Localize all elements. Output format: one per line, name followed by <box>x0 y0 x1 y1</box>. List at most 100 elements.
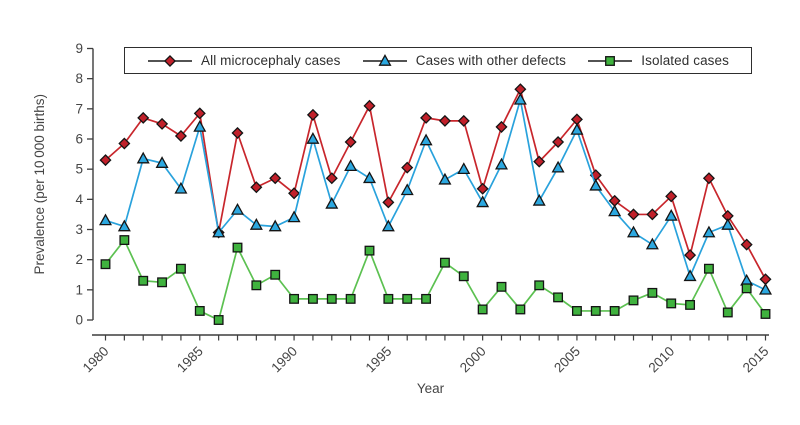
data-point-marker <box>665 190 678 203</box>
data-point-marker <box>175 263 186 274</box>
data-point-marker <box>570 123 584 135</box>
data-point-marker <box>589 178 603 191</box>
legend-marker <box>163 54 177 67</box>
data-point-marker <box>684 249 697 262</box>
data-point-marker <box>231 126 244 139</box>
legend-item-isolated-cases: Isolated cases <box>587 53 729 68</box>
data-point-marker <box>515 304 526 315</box>
data-point-marker <box>514 83 527 96</box>
data-point-marker <box>477 304 488 315</box>
data-point-marker <box>646 208 659 221</box>
data-point-marker <box>666 298 677 309</box>
data-point-marker <box>590 305 601 316</box>
data-point-marker <box>136 151 150 164</box>
data-point-marker <box>381 219 395 232</box>
data-point-marker <box>664 208 678 221</box>
data-point-marker <box>532 193 546 206</box>
x-axis: 1980 1985 1990 1995 2000 2005 2010 2015 Year <box>80 334 772 396</box>
y-tick-label: 8 <box>75 71 83 86</box>
x-tick-label: 2005 <box>551 344 583 376</box>
data-point-marker <box>702 172 715 185</box>
data-point-marker <box>421 293 432 304</box>
x-tick-label: 1995 <box>363 344 395 376</box>
data-point-marker <box>250 181 263 194</box>
data-point-marker <box>457 162 471 175</box>
data-point-marker <box>553 292 564 303</box>
data-point-marker <box>325 196 339 209</box>
y-tick-label: 5 <box>75 162 83 177</box>
data-point-marker <box>251 280 262 291</box>
data-point-marker <box>740 238 753 251</box>
data-point-marker <box>571 305 582 316</box>
x-tick-label: 1980 <box>80 344 112 376</box>
data-point-marker <box>363 99 376 112</box>
data-point-marker <box>400 183 414 196</box>
data-point-marker <box>760 309 771 319</box>
data-point-marker <box>438 114 451 127</box>
data-point-marker <box>721 218 735 230</box>
data-point-marker <box>307 293 318 304</box>
data-point-marker <box>364 245 375 256</box>
legend-marker <box>378 53 392 66</box>
data-point-marker <box>155 156 169 168</box>
data-point-marker <box>213 315 224 325</box>
data-point-marker <box>626 225 641 238</box>
data-point-marker <box>608 204 622 217</box>
series-square <box>100 235 771 325</box>
data-point-marker <box>268 219 282 232</box>
data-point-marker <box>288 187 301 200</box>
data-point-marker <box>156 117 169 130</box>
data-point-marker <box>249 218 263 230</box>
data-point-marker <box>458 271 469 282</box>
y-axis-title: Prevalence (per 10 000 births) <box>32 94 47 275</box>
data-point-marker <box>99 154 112 167</box>
data-point-marker <box>306 108 319 121</box>
data-point-marker <box>212 225 226 238</box>
legend-item-all-microcephaly-cases: All microcephaly cases <box>147 53 341 68</box>
data-point-marker <box>741 283 752 294</box>
data-point-marker <box>174 129 187 143</box>
data-point-marker <box>287 210 301 223</box>
data-point-marker <box>98 213 113 226</box>
data-point-marker <box>439 257 450 268</box>
y-tick-label: 2 <box>75 252 83 267</box>
data-point-marker <box>457 114 470 127</box>
data-point-marker <box>270 269 281 280</box>
y-tick-label: 0 <box>75 313 83 328</box>
series-line <box>104 88 767 280</box>
data-point-marker <box>513 92 527 105</box>
y-tick-label: 3 <box>75 222 83 237</box>
data-point-marker <box>628 295 639 306</box>
series-diamond <box>99 83 772 286</box>
data-point-marker <box>402 293 413 304</box>
data-point-marker <box>137 111 150 124</box>
y-axis: 0 1 2 3 4 5 6 7 8 9 Prevalence (per 10 000 births) <box>32 41 94 328</box>
data-point-marker <box>647 287 658 298</box>
data-point-marker <box>495 120 508 133</box>
data-point-marker <box>476 195 490 208</box>
legend-marker-diamond-icon <box>147 54 193 68</box>
chart-legend: All microcephaly cases Cases with other … <box>124 47 752 74</box>
data-point-marker <box>269 172 282 185</box>
data-point-marker <box>138 275 149 286</box>
data-point-marker <box>627 208 640 221</box>
x-axis-title: Year <box>417 381 445 396</box>
legend-label: All microcephaly cases <box>201 53 341 68</box>
series-line <box>105 98 766 291</box>
legend-marker <box>605 55 616 66</box>
data-point-marker <box>551 160 565 173</box>
data-point-marker <box>118 137 131 150</box>
data-point-marker <box>419 133 433 146</box>
data-point-marker <box>534 280 545 291</box>
x-tick-label: 2000 <box>457 344 489 376</box>
data-point-marker <box>194 305 205 316</box>
data-point-marker <box>494 157 509 170</box>
data-point-marker <box>703 263 714 274</box>
data-point-marker <box>326 293 337 304</box>
data-point-marker <box>345 293 356 304</box>
x-tick-label: 1985 <box>174 344 206 376</box>
y-tick-label: 6 <box>75 132 83 147</box>
